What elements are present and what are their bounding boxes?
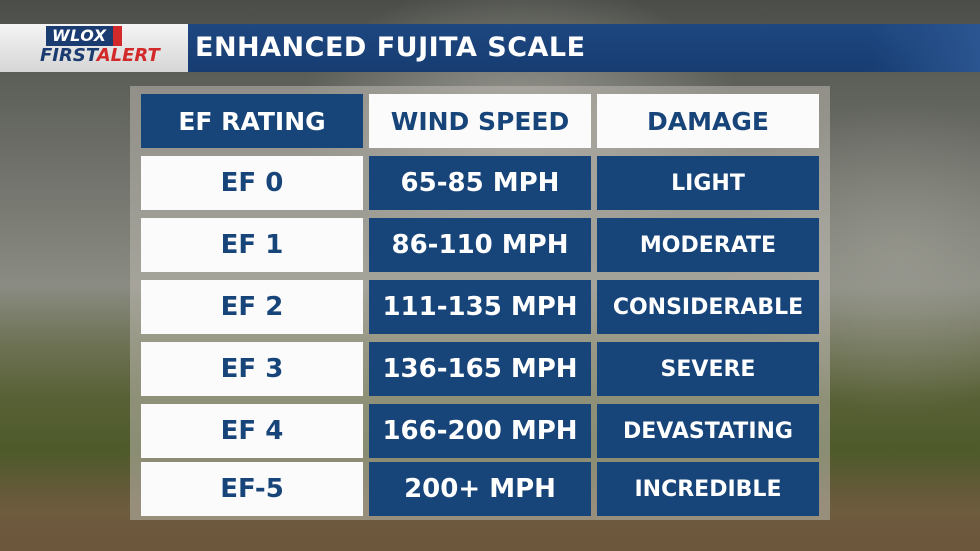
column-header-ef-rating: EF RATING	[141, 94, 363, 148]
table-cell-wind-speed: 200+ MPH	[369, 462, 591, 516]
table-cell-rating: EF-5	[141, 462, 363, 516]
table-cell-wind-speed: 136-165 MPH	[369, 342, 591, 396]
column-header-damage: DAMAGE	[597, 94, 819, 148]
table-cell-rating: EF 3	[141, 342, 363, 396]
table-cell-damage: DEVASTATING	[597, 404, 819, 458]
table-cell-wind-speed: 65-85 MPH	[369, 156, 591, 210]
table-cell-damage: LIGHT	[597, 156, 819, 210]
table-cell-damage: SEVERE	[597, 342, 819, 396]
column-header-wind-speed: WIND SPEED	[369, 94, 591, 148]
table-cell-rating: EF 1	[141, 218, 363, 272]
logo-first: FIRST	[40, 45, 97, 66]
logo-first-alert-text: FIRSTALERT	[40, 45, 160, 67]
table-cell-rating: EF 2	[141, 280, 363, 334]
table-cell-wind-speed: 166-200 MPH	[369, 404, 591, 458]
table-cell-damage: INCREDIBLE	[597, 462, 819, 516]
table-cell-wind-speed: 111-135 MPH	[369, 280, 591, 334]
table-cell-damage: MODERATE	[597, 218, 819, 272]
table-cell-damage: CONSIDERABLE	[597, 280, 819, 334]
logo-alert: ALERT	[96, 45, 160, 66]
page-title: ENHANCED FUJITA SCALE	[195, 32, 586, 63]
table-cell-rating: EF 0	[141, 156, 363, 210]
table-cell-wind-speed: 86-110 MPH	[369, 218, 591, 272]
logo-wlox-text: WLOX	[46, 26, 122, 46]
table-cell-rating: EF 4	[141, 404, 363, 458]
logo-red-accent	[112, 26, 122, 46]
